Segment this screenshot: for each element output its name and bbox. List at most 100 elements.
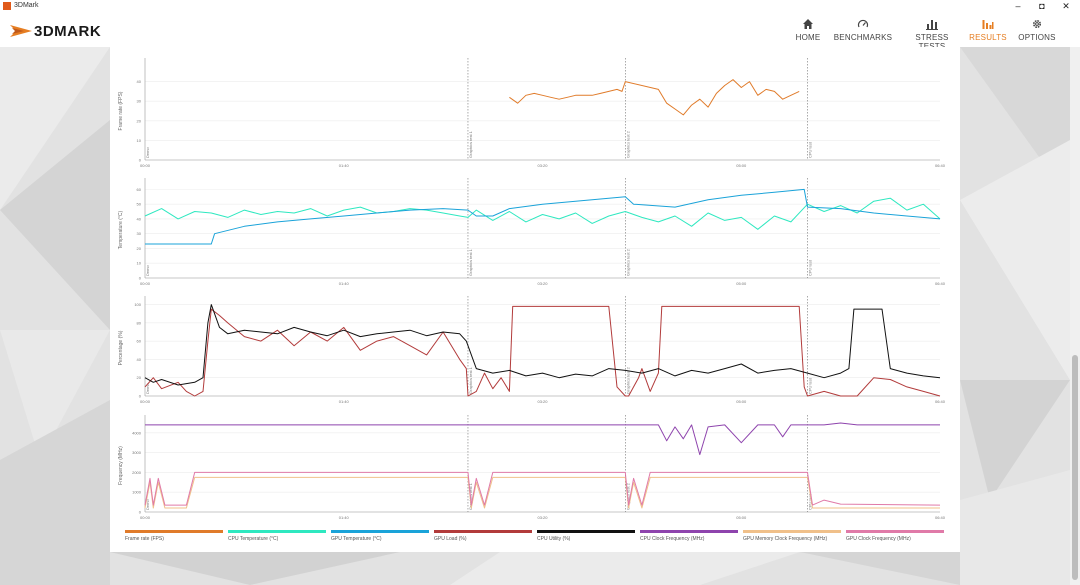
monitoring-charts: 0 10 20 30 40 Frame rate (FPS) 00:00 01:40 03:20… (118, 58, 946, 520)
x-tick-label: 03:20 (537, 515, 548, 520)
y-tick-label: 60 (137, 187, 142, 192)
y-axis-label: Percentage (%) (118, 330, 124, 365)
nav-home[interactable]: HOME (790, 17, 826, 42)
home-icon (803, 19, 813, 29)
y-axis-label: Frequency (MHz) (118, 446, 124, 485)
legend-swatch (434, 530, 532, 533)
x-tick-label: 05:00 (736, 281, 747, 286)
y-tick-label: 3000 (132, 450, 142, 455)
app-header: 3DMARK HOME BENCHMARKS STRESS TESTS RESU… (0, 13, 1080, 51)
stress-bars-icon (926, 20, 938, 30)
series-line (144, 197, 941, 230)
legend-label: CPU Utility (%) (537, 536, 571, 542)
y-tick-label: 20 (137, 375, 142, 380)
series-line (144, 476, 940, 509)
legend-item[interactable]: CPU Clock Frequency (MHz) (640, 530, 738, 542)
section-label: Demo (145, 147, 150, 158)
series-line (144, 471, 941, 506)
x-tick-label: 03:20 (537, 399, 548, 404)
y-tick-label: 40 (137, 79, 142, 84)
series-line (509, 79, 800, 116)
maximize-button[interactable]: ◘ (1039, 1, 1045, 11)
x-tick-label: 05:00 (736, 163, 747, 168)
section-label: Graphics test 2 (625, 366, 630, 394)
y-tick-label: 1000 (132, 490, 142, 495)
y-tick-label: 10 (137, 138, 142, 143)
nav-results[interactable]: RESULTS (968, 17, 1008, 42)
window-title: 3DMark (14, 2, 39, 9)
scrollbar-thumb[interactable] (1072, 355, 1078, 580)
legend-label: GPU Clock Frequency (MHz) (846, 536, 911, 542)
y-tick-label: 60 (137, 339, 142, 344)
legend-swatch (640, 530, 738, 533)
legend-label: Frame rate (FPS) (125, 536, 164, 542)
section-label: Graphics test 1 (468, 248, 473, 276)
section-label: Graphics test 2 (625, 130, 630, 158)
x-tick-label: 06:40 (935, 515, 946, 520)
section-label: CPU test (808, 493, 813, 510)
minimize-button[interactable]: – (1015, 1, 1021, 11)
nav-options[interactable]: OPTIONS (1016, 17, 1058, 42)
chart-legend: Frame rate (FPS) CPU Temperature (°C) GPU … (125, 530, 947, 544)
legend-label: CPU Temperature (°C) (228, 536, 279, 542)
legend-label: GPU Memory Clock Frequency (MHz) (743, 536, 828, 542)
x-tick-label: 00:00 (140, 163, 151, 168)
legend-swatch (537, 530, 635, 533)
y-tick-label: 0 (139, 394, 142, 399)
x-tick-label: 03:20 (537, 281, 548, 286)
nav-results-label: RESULTS (969, 33, 1007, 42)
x-tick-label: 00:00 (140, 281, 151, 286)
y-tick-label: 100 (134, 302, 141, 307)
legend-item[interactable]: Frame rate (FPS) (125, 530, 223, 542)
series-line (144, 305, 941, 397)
legend-swatch (331, 530, 429, 533)
y-tick-label: 20 (137, 246, 142, 251)
y-tick-label: 40 (137, 216, 142, 221)
series-line (144, 304, 941, 386)
y-tick-label: 30 (137, 99, 142, 104)
x-tick-label: 05:00 (736, 515, 747, 520)
legend-label: CPU Clock Frequency (MHz) (640, 536, 705, 542)
nav-stress-tests[interactable]: STRESS TESTS (902, 17, 962, 51)
legend-item[interactable]: GPU Memory Clock Frequency (MHz) (743, 530, 841, 542)
x-tick-label: 05:00 (736, 399, 747, 404)
gear-icon (1032, 19, 1042, 29)
series-line (145, 188, 941, 245)
legend-swatch (228, 530, 326, 533)
section-label: Graphics test 2 (625, 248, 630, 276)
x-tick-label: 03:20 (537, 163, 548, 168)
legend-item[interactable]: GPU Clock Frequency (MHz) (846, 530, 944, 542)
nav-benchmarks-label: BENCHMARKS (833, 33, 893, 42)
y-tick-label: 50 (137, 202, 142, 207)
y-tick-label: 0 (139, 510, 142, 515)
nav-benchmarks[interactable]: BENCHMARKS (832, 17, 894, 42)
y-axis-label: Temperature (°C) (118, 210, 124, 249)
section-label: Graphics test 1 (468, 130, 473, 158)
nav-stress-tests-label: STRESS TESTS (915, 33, 949, 51)
y-tick-label: 2000 (132, 470, 142, 475)
y-tick-label: 30 (137, 231, 142, 236)
x-tick-label: 06:40 (935, 281, 946, 286)
section-label: CPU test (808, 141, 813, 158)
y-tick-label: 40 (137, 357, 142, 362)
y-tick-label: 0 (139, 276, 142, 281)
legend-item[interactable]: CPU Temperature (°C) (228, 530, 326, 542)
legend-item[interactable]: GPU Load (%) (434, 530, 532, 542)
y-axis-label: Frame rate (FPS) (118, 91, 124, 130)
legend-label: GPU Temperature (°C) (331, 536, 382, 542)
y-tick-label: 10 (137, 261, 142, 266)
section-label: Graphics test 1 (468, 366, 473, 394)
x-tick-label: 01:40 (339, 281, 350, 286)
x-tick-label: 01:40 (339, 399, 350, 404)
legend-swatch (743, 530, 841, 533)
nav-home-label: HOME (795, 33, 821, 42)
scrollbar-track[interactable] (1070, 47, 1080, 585)
y-tick-label: 0 (139, 158, 142, 163)
section-label: Demo (145, 499, 150, 510)
legend-item[interactable]: CPU Utility (%) (537, 530, 635, 542)
series-line (145, 422, 940, 456)
x-tick-label: 01:40 (339, 515, 350, 520)
section-label: CPU test (808, 259, 813, 276)
legend-item[interactable]: GPU Temperature (°C) (331, 530, 429, 542)
close-button[interactable]: ✕ (1062, 1, 1070, 11)
